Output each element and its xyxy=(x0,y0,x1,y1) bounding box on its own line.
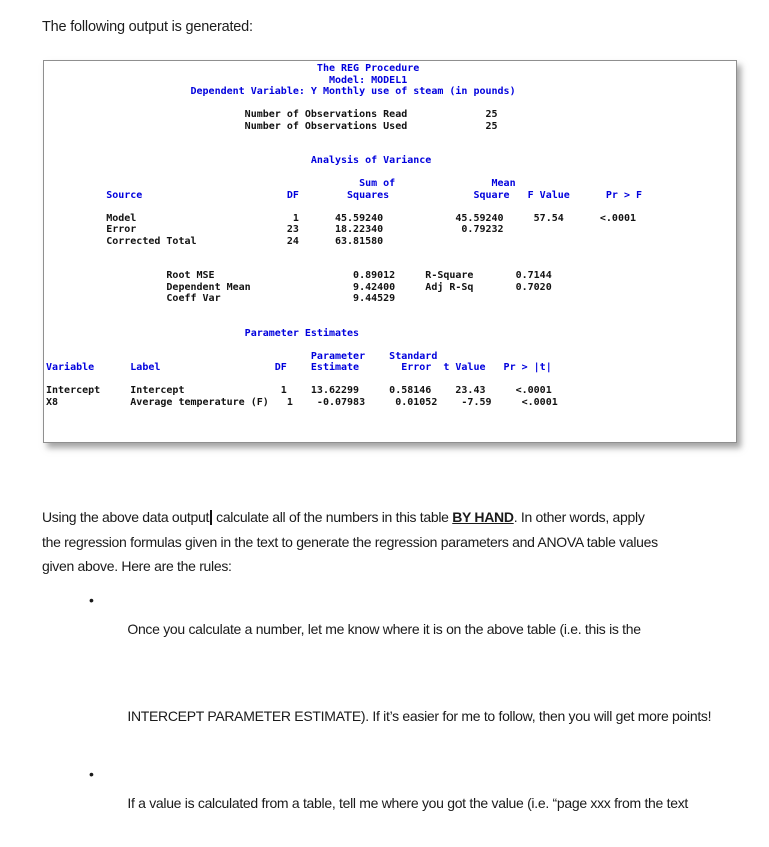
sas-anova-row-error: Error 23 18.22340 0.79232 xyxy=(46,224,504,235)
sas-blank-line xyxy=(46,374,736,386)
instruction-paragraph[interactable]: Using the above data output calculate al… xyxy=(42,505,764,579)
sas-procedure-title: The REG Procedure xyxy=(46,63,420,74)
list-item-text: Once you calculate a number, let me know… xyxy=(127,621,641,637)
intro-text: The following output is generated: xyxy=(42,19,253,35)
sas-param-header-2: Variable Label DF Estimate Error t Value… xyxy=(46,362,552,373)
sas-anova-title: Analysis of Variance xyxy=(46,155,432,166)
bullet-icon: • xyxy=(89,766,94,782)
list-item-continuation: INTERCEPT PARAMETER ESTIMATE). If it’s e… xyxy=(42,673,764,760)
sas-output-frame: The REG Procedure Model: MODEL1 Dependen… xyxy=(43,60,737,443)
list-item-text: If a value is calculated from a table, t… xyxy=(127,795,688,811)
sas-blank-line xyxy=(46,316,736,328)
text-cursor-icon xyxy=(210,510,212,525)
sas-observations-used: Number of Observations Used 25 xyxy=(46,120,498,132)
sas-fit-row-dependent-mean: Dependent Mean 9.42400 Adj R-Sq 0.7020 xyxy=(46,281,552,293)
list-item: • If a value is calculated from a table, … xyxy=(42,760,764,847)
sas-observations-read: Number of Observations Read 25 xyxy=(46,109,498,120)
by-hand-emphasis: BY HAND xyxy=(452,509,514,525)
list-item: • Once you calculate a number, let me kno… xyxy=(42,586,764,673)
sas-fit-row-coeff-var: Coeff Var 9.44529 xyxy=(46,293,396,304)
sas-fit-row-root-mse: Root MSE 0.89012 R-Square 0.7144 xyxy=(46,270,552,281)
sas-param-row-intercept: Intercept Intercept 1 13.62299 0.58146 2… xyxy=(46,385,552,396)
bullet-icon: • xyxy=(89,592,94,608)
paragraph-line: Using the above data output calculate al… xyxy=(42,505,764,530)
sas-anova-header-1: Sum of Mean xyxy=(46,178,516,189)
sas-anova-row-corrected-total: Corrected Total 24 63.81580 xyxy=(46,235,384,247)
sas-blank-line xyxy=(46,259,736,271)
paragraph-line: given above. Here are the rules: xyxy=(42,558,232,574)
sas-blank-line xyxy=(46,201,736,213)
sas-blank-line xyxy=(46,132,736,144)
list-item-text: INTERCEPT PARAMETER ESTIMATE). If it’s e… xyxy=(127,708,712,724)
sas-blank-line xyxy=(46,167,736,179)
paragraph-text: Using the above data output xyxy=(42,509,210,525)
sas-model-title: Model: MODEL1 xyxy=(46,74,408,86)
sas-anova-header-2: Source DF Squares Square F Value Pr > F xyxy=(46,189,643,201)
sas-anova-row-model: Model 1 45.59240 45.59240 57.54 <.0001 xyxy=(46,212,637,224)
sas-blank-line xyxy=(46,98,736,110)
sas-blank-line xyxy=(46,247,736,259)
sas-blank-line xyxy=(46,305,736,317)
sas-blank-line xyxy=(46,144,736,156)
sas-param-row-x8: X8 Average temperature (F) 1 -0.07983 0.… xyxy=(46,396,558,408)
rules-list[interactable]: • Once you calculate a number, let me kno… xyxy=(42,586,764,847)
paragraph-text: . In other words, apply xyxy=(513,509,645,525)
paragraph-line: the regression formulas given in the tex… xyxy=(42,533,658,550)
sas-parameter-estimates-title: Parameter Estimates xyxy=(46,327,360,339)
sas-blank-line xyxy=(46,339,736,351)
paragraph-text: calculate all of the numbers in this tab… xyxy=(212,509,453,525)
sas-param-header-1: Parameter Standard xyxy=(46,350,438,362)
sas-dependent-variable-title: Dependent Variable: Y Monthly use of ste… xyxy=(46,86,516,97)
